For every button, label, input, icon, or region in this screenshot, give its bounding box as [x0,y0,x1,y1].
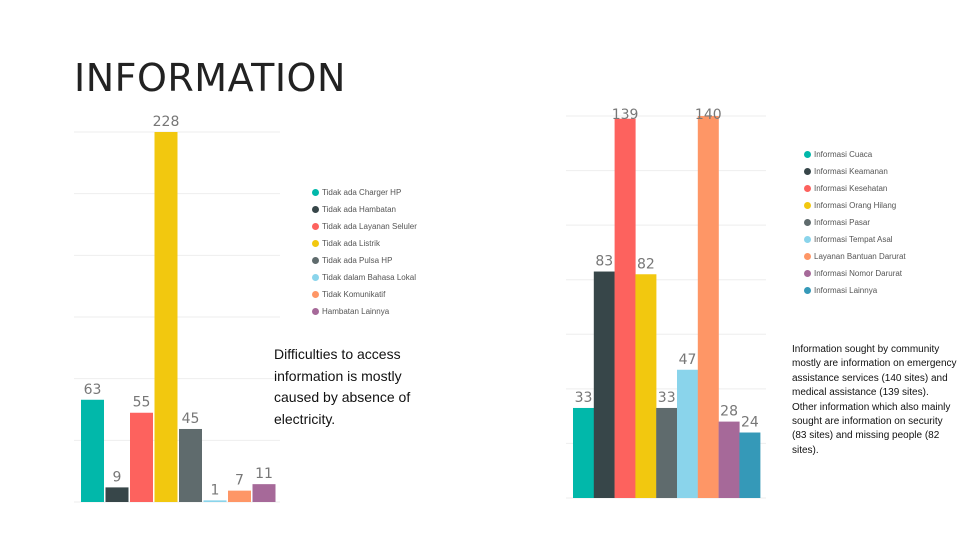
data-label-tidak-ada-hambatan: 9 [113,469,122,485]
legend-swatch [804,151,811,158]
bar-informasi-kesehatan [614,118,636,498]
legend-swatch [804,185,811,192]
legend-swatch [804,219,811,226]
bar-informasi-pasar [656,407,678,498]
legend-label: Hambatan Lainnya [322,307,390,316]
caption-information-sought: Information sought by community mostly a… [792,344,957,456]
legend-access-difficulties: Tidak ada Charger HP Tidak ada Hambatan Ti… [312,184,417,320]
data-label-informasi-cuaca: 33 [575,390,593,406]
legend-label: Tidak ada Charger HP [322,188,402,197]
legend-label: Tidak Komunikatif [322,290,386,299]
data-label-tidak-dalam-bahasa-lokal: 1 [211,482,220,498]
legend-label: Tidak ada Listrik [322,239,380,248]
legend-item-layanan-bantuan-darurat: Layanan Bantuan Darurat [804,248,906,265]
legend-item-tidak-komunikatif: Tidak Komunikatif [312,286,417,303]
legend-swatch [312,291,319,298]
legend-label: Tidak ada Hambatan [322,205,396,214]
legend-item-hambatan-lainnya: Hambatan Lainnya [312,303,417,320]
bar-informasi-orang-hilang [635,274,657,498]
legend-information-sought: Informasi Cuaca Informasi Keamanan Informa… [804,146,906,299]
data-label-informasi-nomor-darurat: 28 [720,404,738,420]
legend-label: Tidak ada Pulsa HP [322,256,393,265]
bar-tidak-ada-layanan-seluler [130,412,153,502]
legend-item-informasi-kesehatan: Informasi Kesehatan [804,180,906,197]
legend-label: Informasi Nomor Darurat [814,269,903,278]
data-label-informasi-pasar: 33 [658,390,676,406]
chart-access-difficulties: 63 9 55 228 45 17 11 [74,114,280,503]
legend-item-informasi-pasar: Informasi Pasar [804,214,906,231]
legend-label: Informasi Tempat Asal [814,235,893,244]
legend-swatch [312,308,319,315]
data-label-informasi-orang-hilang: 82 [637,256,655,272]
bar-informasi-keamanan [593,271,615,498]
legend-swatch [312,257,319,264]
legend-swatch [804,236,811,243]
legend-item-informasi-orang-hilang: Informasi Orang Hilang [804,197,906,214]
data-label-tidak-komunikatif: 7 [235,473,244,489]
legend-label: Informasi Pasar [814,218,871,227]
legend-label: Tidak ada Layanan Seluler [322,222,417,231]
caption-electricity: Difficulties to access information is mo… [274,346,411,427]
bar-informasi-lainnya [739,432,761,498]
bar-tidak-komunikatif [228,490,251,502]
data-label-tidak-ada-listrik: 228 [153,114,180,130]
bar-tidak-ada-listrik [154,132,178,502]
legend-swatch [312,223,319,230]
legend-swatch [804,287,811,294]
legend-swatch [312,274,319,281]
data-label-informasi-kesehatan: 139 [612,108,639,123]
legend-swatch [804,253,811,260]
bar-tidak-dalam-bahasa-lokal [203,500,227,502]
data-label-tidak-ada-layanan-seluler: 55 [133,395,151,411]
legend-item-tidak-ada-layanan-seluler: Tidak ada Layanan Seluler [312,218,417,235]
legend-label: Layanan Bantuan Darurat [814,252,906,261]
legend-swatch [312,206,319,213]
data-label-informasi-lainnya: 24 [741,415,759,431]
bar-informasi-tempat-asal [677,369,698,498]
legend-item-informasi-tempat-asal: Informasi Tempat Asal [804,231,906,248]
legend-swatch [804,202,811,209]
legend-swatch [804,168,811,175]
bar-tidak-ada-hambatan [105,487,129,502]
slide-title: INFORMATION [74,56,346,100]
data-label-tidak-ada-pulsa-hp: 45 [182,411,200,427]
legend-item-tidak-ada-listrik: Tidak ada Listrik [312,235,417,252]
bar-hambatan-lainnya [252,484,276,502]
legend-label: Informasi Lainnya [814,286,878,295]
bar-layanan-bantuan-darurat [697,116,719,498]
legend-label: Tidak dalam Bahasa Lokal [322,273,416,282]
legend-item-tidak-dalam-bahasa-lokal: Tidak dalam Bahasa Lokal [312,269,417,286]
legend-label: Informasi Cuaca [814,150,873,159]
legend-label: Informasi Orang Hilang [814,201,897,210]
bar-tidak-ada-pulsa-hp [179,428,202,502]
legend-swatch [312,240,319,247]
data-label-layanan-bantuan-darurat: 140 [695,108,722,123]
bar-informasi-nomor-darurat [718,421,740,498]
data-label-hambatan-lainnya: 11 [255,466,273,482]
bar-informasi-cuaca [573,407,594,498]
data-label-informasi-keamanan: 83 [595,254,613,270]
legend-item-informasi-nomor-darurat: Informasi Nomor Darurat [804,265,906,282]
legend-item-tidak-ada-hambatan: Tidak ada Hambatan [312,201,417,218]
legend-item-tidak-ada-pulsa-hp: Tidak ada Pulsa HP [312,252,417,269]
bar-tidak-ada-charger-hp [81,399,104,502]
legend-swatch [312,189,319,196]
data-label-informasi-tempat-asal: 47 [679,352,697,368]
legend-item-informasi-lainnya: Informasi Lainnya [804,282,906,299]
legend-label: Informasi Kesehatan [814,184,888,193]
legend-swatch [804,270,811,277]
data-label-tidak-ada-charger-hp: 63 [84,382,102,398]
legend-label: Informasi Keamanan [814,167,888,176]
legend-item-informasi-cuaca: Informasi Cuaca [804,146,906,163]
legend-item-informasi-keamanan: Informasi Keamanan [804,163,906,180]
legend-item-tidak-ada-charger-hp: Tidak ada Charger HP [312,184,417,201]
